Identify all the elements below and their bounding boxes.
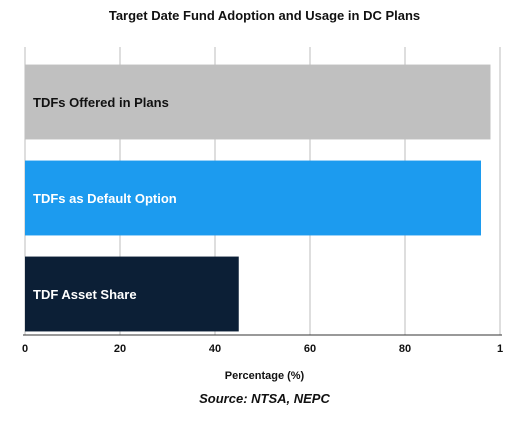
x-tick-label: 80	[399, 343, 411, 355]
bar-layer: TDFs Offered in Plans TDFs as Default Opt…	[25, 64, 491, 332]
x-axis-label: Percentage (%)	[224, 370, 305, 382]
bar-label: TDFs as Default Option	[33, 191, 177, 206]
bar	[25, 256, 239, 332]
bar	[25, 160, 481, 236]
x-tick-label: 60	[304, 343, 316, 355]
x-tick-label: 20	[114, 343, 126, 355]
x-tick-label: 1	[497, 343, 503, 355]
bar	[25, 64, 491, 140]
bar-label: TDFs Offered in Plans	[33, 95, 169, 110]
x-tick-label: 0	[22, 343, 28, 355]
bar-label: TDF Asset Share	[33, 287, 137, 302]
x-tick-label: 40	[209, 343, 221, 355]
chart-title: Target Date Fund Adoption and Usage in D…	[108, 8, 421, 23]
source-note: Source: NTSA, NEPC	[199, 391, 330, 406]
axis-layer: 0 20 40 60 80 1	[22, 334, 503, 355]
